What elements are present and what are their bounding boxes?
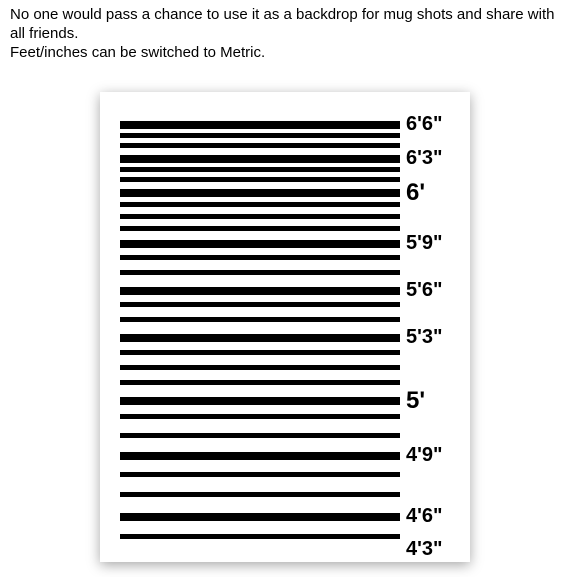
height-line: [120, 287, 400, 295]
height-line: [120, 240, 400, 248]
height-line: [120, 414, 400, 419]
height-line: [120, 492, 400, 497]
height-line: [120, 472, 400, 477]
height-label: 4'6": [406, 505, 442, 528]
height-line: [120, 143, 400, 148]
height-lines-region: [120, 116, 400, 546]
height-label: 6'3": [406, 147, 442, 170]
height-line: [120, 365, 400, 370]
height-line: [120, 302, 400, 307]
height-labels-region: 6'6"6'3"6'5'9"5'6"5'3"5'4'9"4'6"4'3": [406, 116, 464, 546]
height-line: [120, 226, 400, 231]
height-label: 4'3": [406, 538, 442, 561]
height-line: [120, 433, 400, 438]
height-line: [120, 397, 400, 405]
height-line: [120, 380, 400, 385]
height-line: [120, 177, 400, 182]
height-label: 5'9": [406, 232, 442, 255]
height-line: [120, 270, 400, 275]
mugshot-height-chart: 6'6" 6'3" 6' 5'9" 5'6" 5'3" 5' 4'9" 4'6" 4'3": [100, 92, 470, 562]
height-line: [120, 121, 400, 129]
height-line: [120, 452, 400, 460]
height-label: 5': [406, 387, 425, 415]
height-label: 6'6": [406, 113, 442, 136]
height-line: [120, 202, 400, 207]
height-label: 4'9": [406, 444, 442, 467]
description-line-1: No one would pass a chance to use it as …: [10, 6, 554, 42]
page-root: No one would pass a chance to use it as …: [0, 0, 577, 577]
height-label: 5'3": [406, 326, 442, 349]
height-line: [120, 189, 400, 197]
height-line: [120, 155, 400, 163]
description-text: No one would pass a chance to use it as …: [10, 6, 567, 62]
height-line: [120, 255, 400, 260]
height-line: [120, 350, 400, 355]
height-line: [120, 513, 400, 521]
height-label: 6': [406, 179, 425, 207]
height-line: [120, 534, 400, 539]
height-line: [120, 133, 400, 138]
description-line-2: Feet/inches can be switched to Metric.: [10, 44, 265, 61]
height-line: [120, 167, 400, 172]
height-label: 5'6": [406, 279, 442, 302]
height-line: [120, 317, 400, 322]
height-line: [120, 334, 400, 342]
height-line: [120, 214, 400, 219]
